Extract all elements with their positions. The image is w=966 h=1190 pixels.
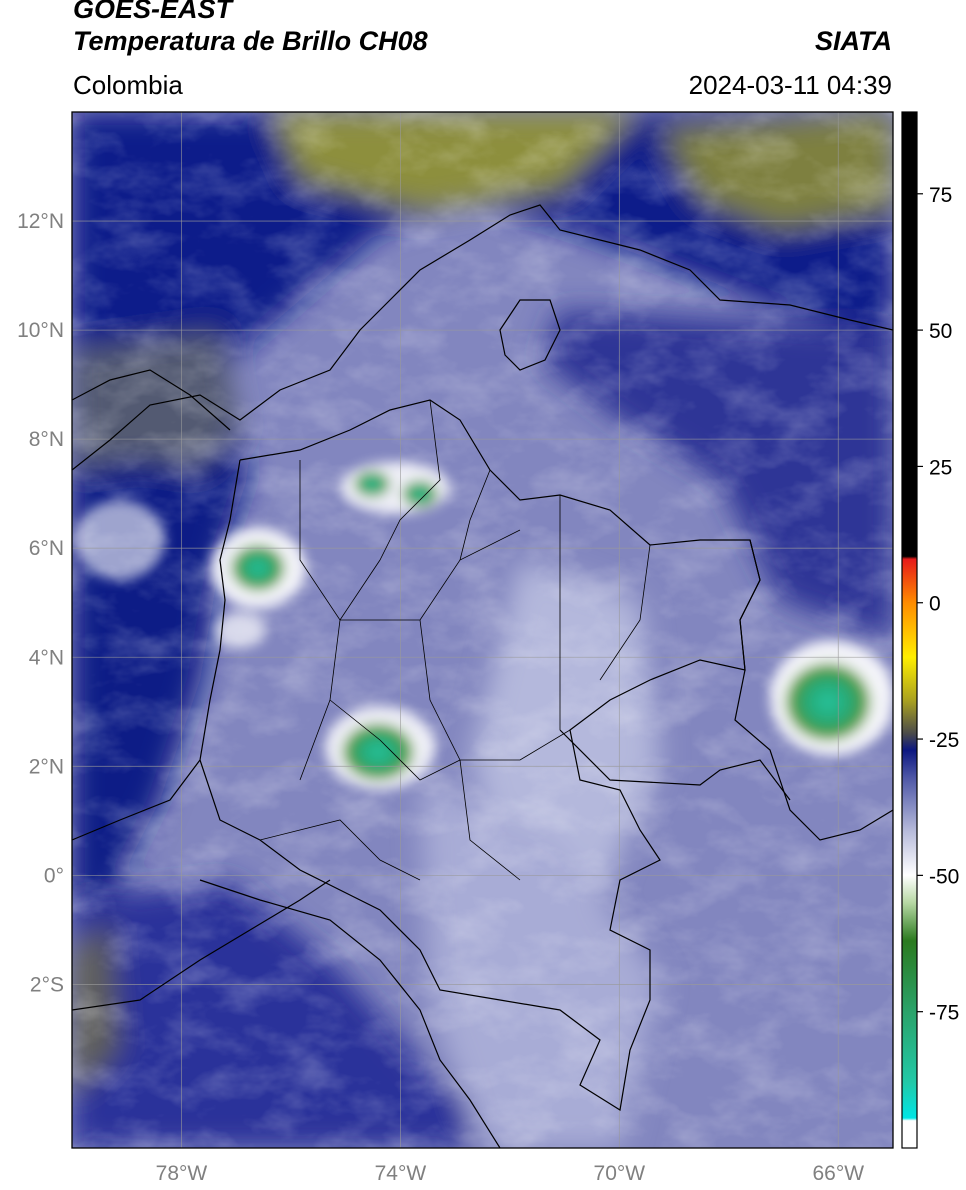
colorbar-tick-label: -50 <box>929 865 959 888</box>
brightness-temperature-image <box>72 112 893 1148</box>
venezuela-border <box>734 539 893 841</box>
colombia-border <box>199 399 761 1111</box>
colorbar-tick-label: 75 <box>929 184 952 207</box>
colorbar-ticks: 75 50 25 0 -25 -50 -75 <box>917 184 959 1025</box>
gridlines <box>72 112 893 1148</box>
lon-tick-label: 74°W <box>375 1162 427 1185</box>
panama-border <box>72 369 231 431</box>
lon-tick-label: 78°W <box>156 1162 208 1185</box>
lat-tick-label: 6°N <box>29 537 64 560</box>
lat-tick-label: 12°N <box>17 210 64 233</box>
colorbar-frame <box>901 111 918 1149</box>
department-lines <box>259 399 651 881</box>
colorbar <box>902 112 917 1148</box>
lat-tick-label: 8°N <box>29 428 64 451</box>
lat-tick-label: 10°N <box>17 319 64 342</box>
organization-label: SIATA <box>815 26 892 56</box>
longitude-labels: 78°W 74°W 70°W 66°W <box>156 1162 865 1185</box>
colorbar-tick-label: 50 <box>929 320 952 343</box>
coastline-caribbean <box>72 204 893 471</box>
latitude-labels: 12°N 10°N 8°N 6°N 4°N 2°N 0° 2°S <box>17 210 64 996</box>
colorbar-tick-label: -25 <box>929 729 959 752</box>
colorbar-tick-label: -75 <box>929 1002 959 1025</box>
lat-tick-label: 2°N <box>29 755 64 778</box>
venezuela-coast <box>499 299 561 371</box>
coastline-pacific <box>72 459 241 841</box>
brazil-border <box>559 729 791 801</box>
lat-tick-label: 0° <box>44 864 64 887</box>
map-frame <box>71 111 894 1149</box>
datetime-label: 2024-03-11 04:39 <box>688 70 892 100</box>
cloud-texture <box>72 112 893 1148</box>
lon-tick-label: 66°W <box>812 1162 864 1185</box>
lon-tick-label: 70°W <box>594 1162 646 1185</box>
satellite-title: GOES-EAST <box>73 0 233 24</box>
lat-tick-label: 4°N <box>29 646 64 669</box>
lat-tick-label: 2°S <box>30 973 64 996</box>
borders <box>72 204 893 1148</box>
colorbar-tick-label: 25 <box>929 456 952 479</box>
ecuador-border <box>72 879 331 1011</box>
product-title: Temperatura de Brillo CH08 <box>73 26 428 56</box>
colorbar-tick-label: 0 <box>929 593 941 616</box>
region-label: Colombia <box>73 70 183 100</box>
peru-border <box>199 879 501 1148</box>
